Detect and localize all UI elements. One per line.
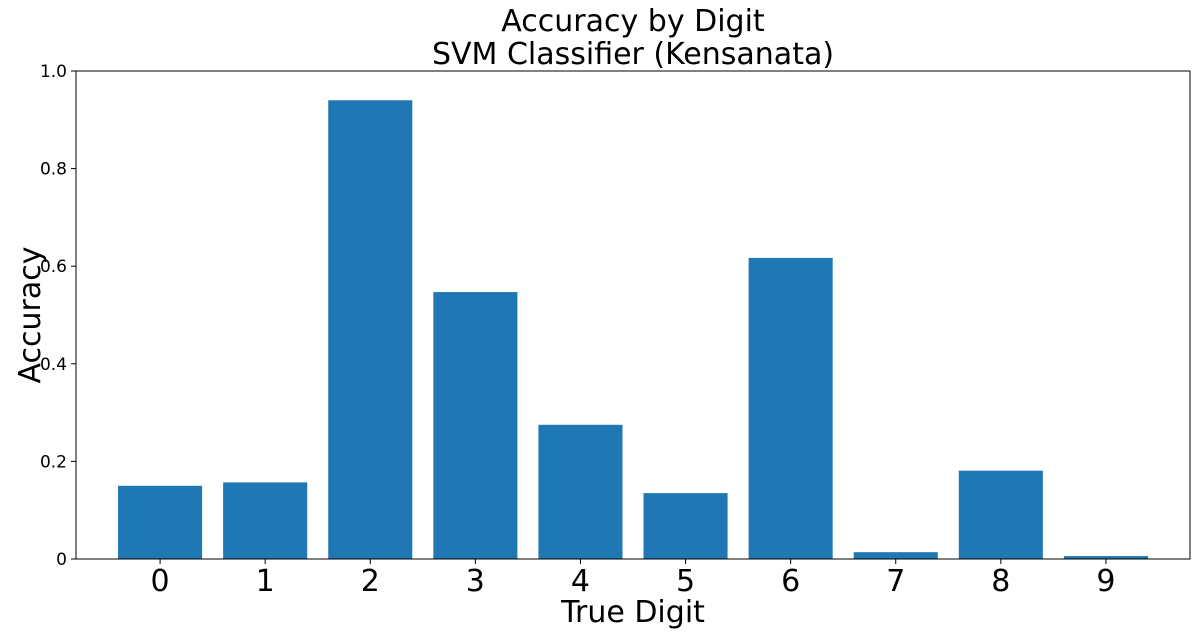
y-tick-label: 0.8 — [40, 160, 67, 180]
x-tick-label: 8 — [991, 564, 1010, 599]
bar-digit-8 — [958, 470, 1043, 559]
x-tick-label: 0 — [151, 564, 170, 599]
y-tick-label: 0.4 — [40, 355, 67, 375]
bar-digit-5 — [643, 493, 728, 559]
y-tick-label: 0.6 — [40, 257, 67, 277]
x-tick-label: 9 — [1096, 564, 1115, 599]
plot-frame — [75, 70, 1191, 560]
x-axis-ticks: 0 1 2 3 4 5 6 7 8 9 — [151, 559, 1115, 599]
x-tick-label: 1 — [256, 564, 275, 599]
x-tick-label: 7 — [886, 564, 905, 599]
bar-digit-4 — [538, 424, 623, 559]
x-tick-label: 2 — [361, 564, 380, 599]
bars-group — [118, 100, 1148, 559]
bar-digit-7 — [853, 552, 938, 559]
x-tick-label: 6 — [781, 564, 800, 599]
bar-digit-1 — [223, 482, 308, 559]
chart-title: Accuracy by Digit — [501, 4, 765, 39]
y-axis-ticks: 0 0.2 0.4 0.6 0.8 1.0 — [40, 62, 76, 570]
bar-digit-6 — [748, 257, 833, 559]
x-tick-label: 3 — [466, 564, 485, 599]
y-tick-label: 0.2 — [40, 452, 67, 472]
y-tick-label: 1.0 — [40, 62, 67, 82]
bar-digit-9 — [1063, 556, 1148, 559]
bar-digit-0 — [118, 485, 203, 559]
y-axis-label: Accuracy — [13, 247, 48, 384]
y-tick-label: 0 — [56, 550, 67, 570]
x-tick-label: 4 — [571, 564, 590, 599]
x-tick-label: 5 — [676, 564, 695, 599]
bar-digit-2 — [328, 100, 413, 559]
chart-subtitle: SVM Classifier (Kensanata) — [432, 37, 834, 72]
x-axis-label: True Digit — [560, 595, 705, 630]
bar-digit-3 — [433, 292, 518, 559]
